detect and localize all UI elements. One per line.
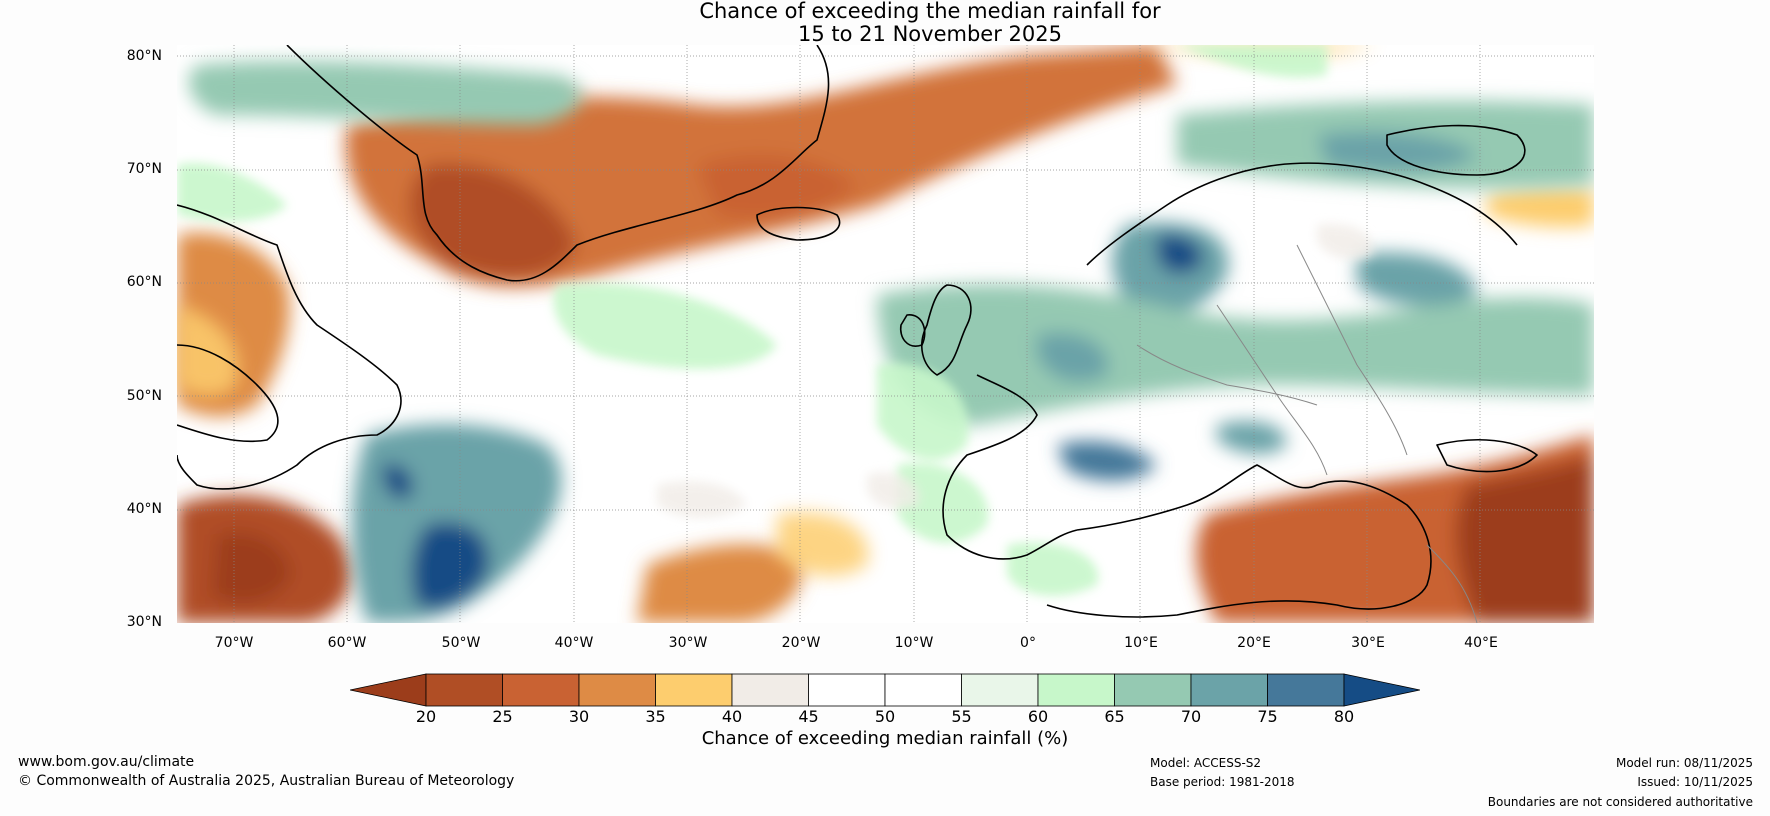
western-europe-coast <box>942 374 1078 560</box>
title-line-2: 15 to 21 November 2025 <box>798 22 1062 46</box>
colorbar-segment <box>578 673 656 707</box>
colorbar-segment <box>655 673 733 707</box>
lon-label-60w: 60°W <box>327 635 367 651</box>
lon-label-10w: 10°W <box>894 635 934 651</box>
colorbar-extend-high <box>1343 673 1420 707</box>
colorbar-tick-label: 70 <box>1181 707 1201 726</box>
colorbar-segment <box>808 673 886 707</box>
colorbar-tick-label: 40 <box>722 707 742 726</box>
lon-label-50w: 50°W <box>441 635 481 651</box>
colorbar-segment <box>425 673 503 707</box>
base-period-text: Base period: 1981-2018 <box>1150 775 1295 789</box>
colorbar-extend-low <box>350 673 427 707</box>
light-wet-regions <box>177 45 1327 596</box>
lat-label-80n: 80°N <box>126 48 162 64</box>
dry-anomaly-regions <box>177 45 1594 623</box>
colorbar-tick-label: 55 <box>951 707 971 726</box>
greenland-coast <box>286 45 830 282</box>
model-text: Model: ACCESS-S2 <box>1150 756 1262 770</box>
colorbar-tick-label: 50 <box>875 707 895 726</box>
colorbar-tick-label: 65 <box>1104 707 1124 726</box>
colorbar-tick-label: 80 <box>1334 707 1354 726</box>
colorbar-tick-label: 75 <box>1257 707 1277 726</box>
map-title: Chance of exceeding the median rainfall … <box>0 0 1770 46</box>
north-america-coast <box>177 204 402 490</box>
mediterranean-coast <box>1046 464 1432 618</box>
lat-label-40n: 40°N <box>126 501 162 517</box>
lat-label-50n: 50°N <box>126 388 162 404</box>
colorbar-segment <box>884 673 962 707</box>
colorbar-segment <box>731 673 809 707</box>
colorbar-title: Chance of exceeding median rainfall (%) <box>701 728 1069 749</box>
lon-label-70w: 70°W <box>214 635 254 651</box>
colorbar-segment <box>1267 673 1345 707</box>
graticule <box>177 45 1594 623</box>
lon-label-40w: 40°W <box>554 635 594 651</box>
colorbar-tick-label: 25 <box>492 707 512 726</box>
lon-label-10e: 10°E <box>1124 635 1158 651</box>
colorbar-segment <box>1114 673 1192 707</box>
lon-label-40e: 40°E <box>1464 635 1498 651</box>
colorbar-tick-label: 60 <box>1028 707 1048 726</box>
labrador-coast <box>177 344 279 443</box>
colorbar-segment <box>1037 673 1115 707</box>
model-run-text: Model run: 08/11/2025 <box>1615 756 1753 770</box>
rainfall-probability-map <box>177 45 1594 623</box>
lon-label-30w: 30°W <box>668 635 708 651</box>
copyright-text: © Commonwealth of Australia 2025, Austra… <box>18 773 515 789</box>
lat-label-70n: 70°N <box>126 161 162 177</box>
colorbar-tick-label: 30 <box>569 707 589 726</box>
country-borders <box>1136 244 1478 623</box>
colorbar-segment <box>1190 673 1268 707</box>
title-line-1: Chance of exceeding the median rainfall … <box>699 0 1161 23</box>
colorbar-segment <box>961 673 1039 707</box>
lat-label-30n: 30°N <box>126 614 162 630</box>
coastlines <box>177 45 1538 618</box>
lon-label-20e: 20°E <box>1237 635 1271 651</box>
scandinavia-coast <box>1086 162 1518 266</box>
iceland-coast <box>756 206 841 241</box>
wet-anomaly-regions <box>188 60 1594 623</box>
ireland-coast <box>899 314 926 347</box>
black-sea-coast <box>1436 439 1538 473</box>
lon-label-0: 0° <box>1020 635 1036 651</box>
colorbar-segment <box>502 673 580 707</box>
colorbar-tick-label: 35 <box>645 707 665 726</box>
novaya-coast <box>1386 124 1526 176</box>
british-isles-coast <box>921 284 972 376</box>
disclaimer-text: Boundaries are not considered authoritat… <box>1487 795 1753 809</box>
issued-text: Issued: 10/11/2025 <box>1637 775 1753 789</box>
colorbar: 20 25 30 35 40 45 50 55 60 65 70 75 80 <box>350 673 1420 726</box>
lon-label-20w: 20°W <box>781 635 821 651</box>
colorbar-tick-label: 20 <box>416 707 436 726</box>
neutral-regions <box>657 224 1373 519</box>
lon-label-30e: 30°E <box>1351 635 1385 651</box>
website-text: www.bom.gov.au/climate <box>18 754 195 770</box>
colorbar-tick-label: 45 <box>798 707 818 726</box>
lat-label-60n: 60°N <box>126 274 162 290</box>
